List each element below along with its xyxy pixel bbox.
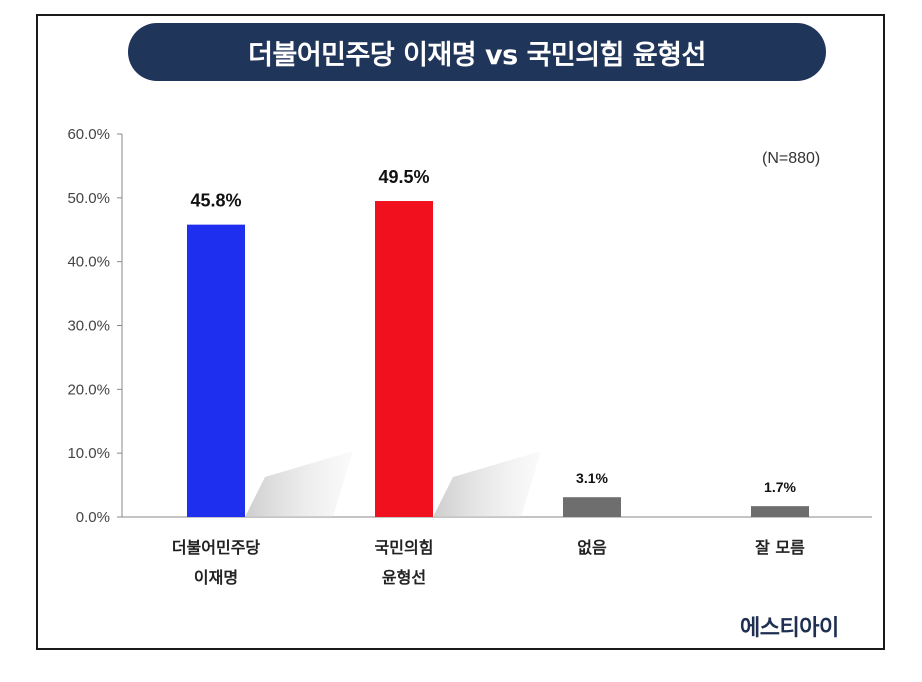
y-tick-label: 40.0%	[67, 254, 110, 271]
bar	[187, 224, 245, 518]
category-label: 국민의힘	[375, 538, 434, 557]
bar-shadow	[245, 451, 353, 517]
bar	[375, 201, 433, 517]
value-label: 1.7%	[764, 479, 796, 495]
chart-title: 더불어민주당 이재명 vs 국민의힘 윤형선	[248, 39, 706, 71]
category-label: 없음	[577, 538, 607, 557]
bar-shadow	[433, 451, 541, 517]
category-label: 이재명	[194, 568, 238, 587]
category-label: 더불어민주당	[172, 538, 261, 557]
category-label: 윤형선	[382, 568, 426, 587]
y-tick-label: 50.0%	[67, 190, 110, 207]
title-banner: 더불어민주당 이재명 vs 국민의힘 윤형선	[128, 23, 826, 81]
sample-size-note: (N=880)	[762, 150, 821, 167]
y-tick-label: 30.0%	[67, 318, 110, 335]
chart-frame	[36, 14, 885, 650]
y-tick-label: 0.0%	[76, 509, 110, 526]
value-label: 45.8%	[190, 191, 241, 211]
bar	[751, 506, 809, 517]
y-tick-label: 10.0%	[67, 445, 110, 462]
bar	[563, 497, 621, 517]
source-logo: 에스티아이	[740, 616, 839, 641]
value-label: 3.1%	[576, 470, 608, 486]
y-tick-label: 20.0%	[67, 381, 110, 398]
category-label: 잘 모름	[755, 538, 805, 557]
value-label: 49.5%	[378, 167, 429, 187]
y-tick-label: 60.0%	[67, 126, 110, 143]
